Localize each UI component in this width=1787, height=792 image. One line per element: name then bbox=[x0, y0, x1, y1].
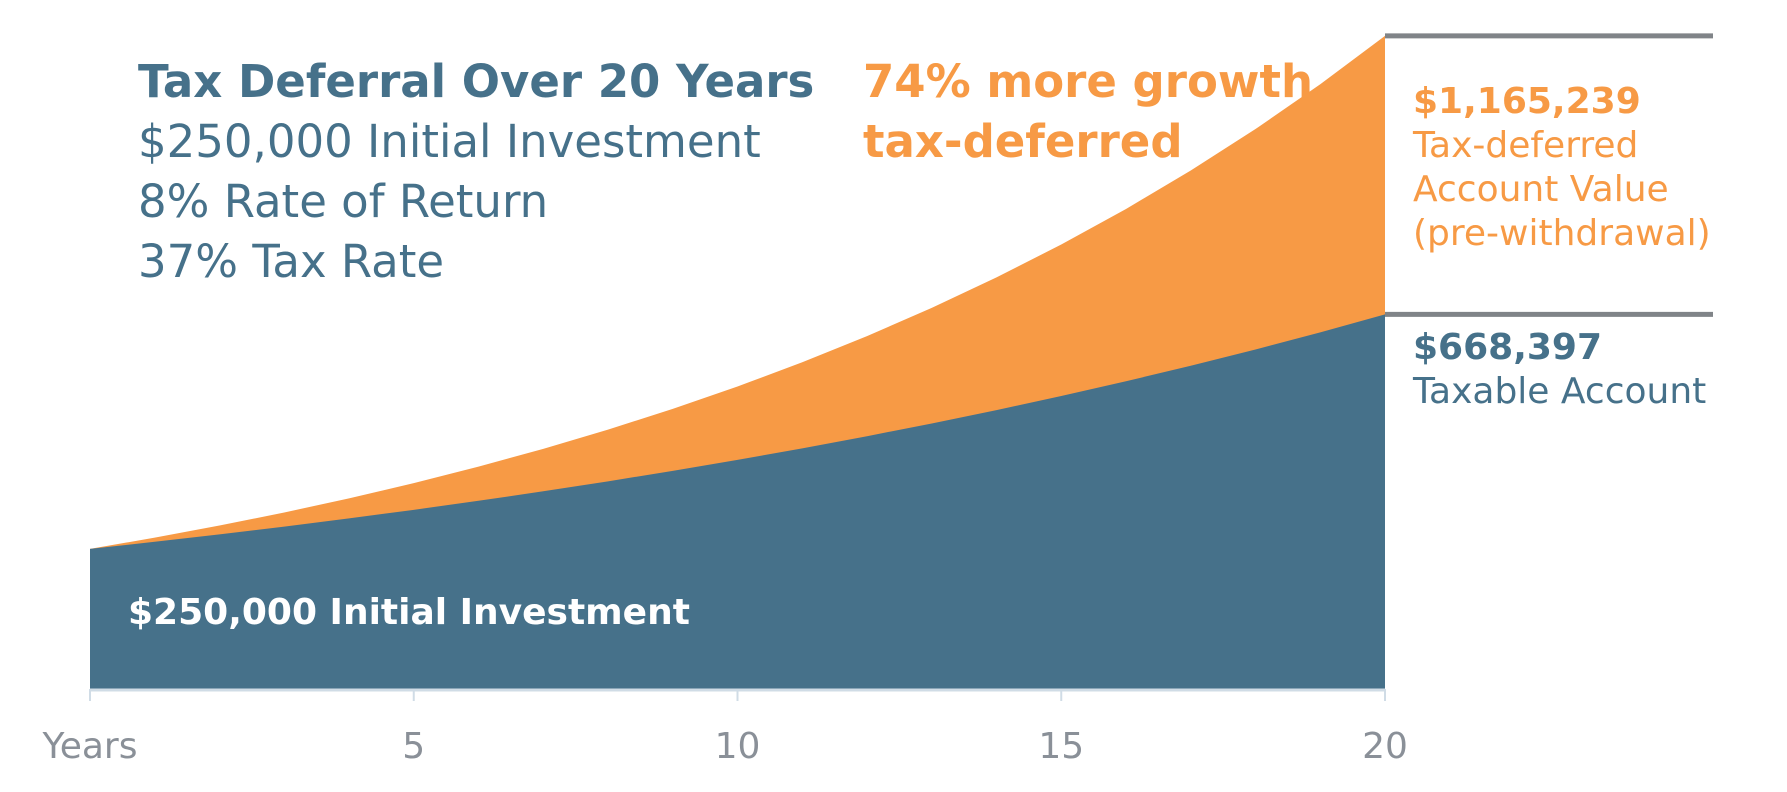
tax-deferred-end-label: $1,165,239 Tax-deferred Account Value (p… bbox=[1413, 80, 1711, 256]
x-tick-label-5: 5 bbox=[402, 726, 425, 767]
tax-deferred-desc-2: Account Value bbox=[1413, 169, 1669, 210]
x-tick-label-20: 20 bbox=[1362, 726, 1408, 767]
growth-callout-line-2: tax-deferred bbox=[863, 115, 1183, 168]
tax-rate-line: 37% Tax Rate bbox=[138, 235, 445, 288]
chart-heading: Tax Deferral Over 20 Years $250,000 Init… bbox=[138, 52, 814, 292]
taxable-value: $668,397 bbox=[1413, 327, 1603, 368]
chart-title: Tax Deferral Over 20 Years bbox=[138, 55, 815, 108]
tax-deferred-desc-1: Tax-deferred bbox=[1413, 125, 1639, 166]
growth-callout: 74% more growth, tax-deferred bbox=[863, 52, 1330, 172]
taxable-desc: Taxable Account bbox=[1413, 371, 1707, 412]
taxable-end-label: $668,397 Taxable Account bbox=[1413, 326, 1706, 414]
growth-callout-line-1: 74% more growth, bbox=[863, 55, 1331, 108]
tax-deferred-desc-3: (pre-withdrawal) bbox=[1413, 213, 1711, 254]
initial-investment-area-label: $250,000 Initial Investment bbox=[128, 592, 690, 633]
x-tick-label-10: 10 bbox=[715, 726, 761, 767]
x-tick-label-15: 15 bbox=[1038, 726, 1084, 767]
taxable-area bbox=[90, 314, 1385, 689]
x-tick-label-years: Years bbox=[42, 726, 138, 767]
rate-of-return-line: 8% Rate of Return bbox=[138, 175, 549, 228]
tax-deferred-value: $1,165,239 bbox=[1413, 81, 1641, 122]
initial-investment-line: $250,000 Initial Investment bbox=[138, 115, 761, 168]
